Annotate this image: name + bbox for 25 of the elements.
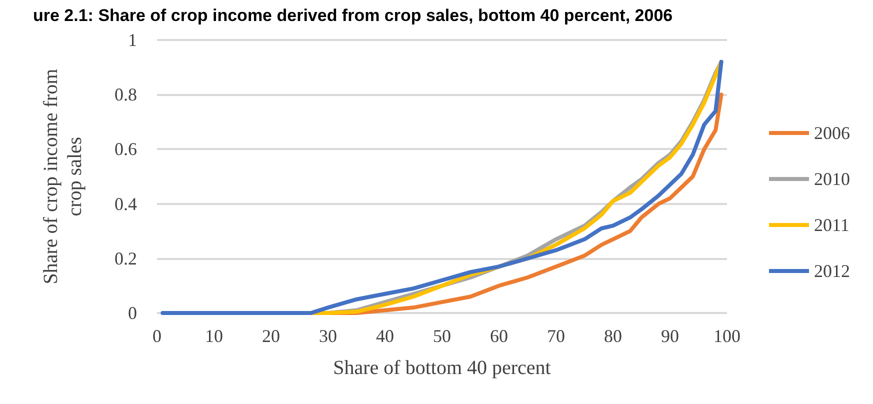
line-series — [160, 60, 724, 315]
y-tick-label: 0 — [128, 303, 137, 323]
x-tick-label: 50 — [433, 326, 451, 346]
y-tick-label: 0.6 — [114, 139, 137, 160]
x-tick-label: 40 — [376, 326, 394, 346]
x-tick-label: 10 — [205, 326, 223, 346]
chart-title: ure 2.1: Share of crop income derived from crop sales, bottom 40 percent, 2006 — [33, 6, 673, 25]
x-tick-label: 80 — [604, 326, 622, 346]
x-tick-label: 60 — [490, 326, 508, 346]
x-tick-label: 20 — [262, 326, 280, 346]
x-tick-label: 100 — [714, 326, 740, 346]
x-axis-title: Share of bottom 40 percent — [333, 357, 552, 379]
y-tick-label: 0.4 — [114, 194, 137, 214]
legend-label: 2012 — [814, 261, 850, 281]
x-tick-label: 0 — [152, 326, 162, 346]
x-tick-label: 90 — [661, 326, 679, 346]
y-tick-label: 0.8 — [114, 84, 137, 105]
legend-label: 2011 — [814, 215, 850, 235]
legend-label: 2010 — [814, 169, 850, 189]
y-tick-label: 0.2 — [114, 248, 137, 268]
y-axis-title: Share of crop income from crop sales — [40, 68, 86, 284]
y-tick-label: 1 — [128, 30, 137, 50]
x-tick-label: 30 — [319, 326, 337, 346]
legend-label: 2006 — [814, 123, 850, 143]
x-tick-label: 70 — [547, 326, 565, 346]
